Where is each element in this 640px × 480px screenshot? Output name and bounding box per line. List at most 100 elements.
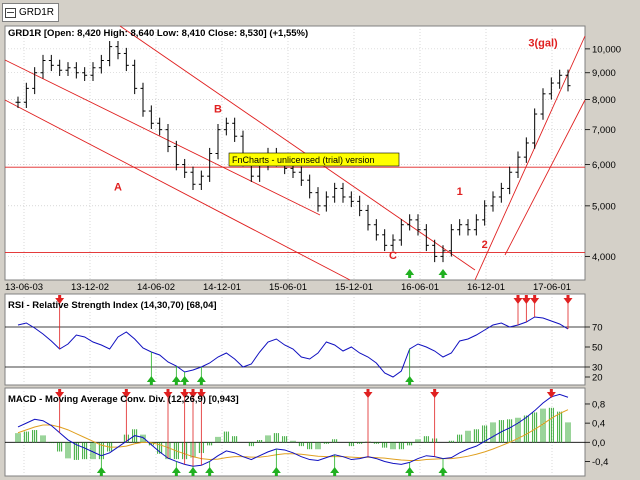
macd-sell-arrow-stem	[549, 389, 553, 392]
macd-line	[17, 393, 569, 467]
price-bar	[365, 204, 371, 231]
rsi-buy-arrow-stem	[199, 382, 203, 385]
price-bar	[123, 47, 129, 72]
price-header: GRD1R [Open: 8,420 High: 8,640 Low: 8,41…	[8, 28, 308, 39]
price-bar	[548, 77, 554, 100]
macd-buy-arrow-stem	[274, 473, 278, 476]
macd-buy-arrow	[271, 467, 281, 473]
rsi-sell-arrow-stem	[516, 295, 520, 298]
price-bar	[532, 108, 538, 149]
rsi-buy-arrow-stem	[174, 382, 178, 385]
price-bar	[473, 214, 479, 236]
macd-buy-arrow	[188, 467, 198, 473]
price-bar	[557, 69, 563, 89]
price-bar	[15, 96, 21, 108]
rsi-panel[interactable]	[4, 293, 586, 386]
price-bar	[90, 62, 96, 82]
macd-sell-arrow	[188, 392, 198, 398]
trend-channel-line	[474, 35, 586, 281]
macd-sell-arrow-stem	[366, 389, 370, 392]
macd-buy-arrow	[405, 467, 415, 473]
rsi-sell-arrow-stem	[524, 295, 528, 298]
price-bar	[215, 124, 221, 160]
price-bar	[307, 174, 313, 199]
trend-channel-line	[4, 99, 351, 281]
price-bar	[190, 166, 196, 191]
wave-label: B	[214, 104, 222, 116]
price-bar	[65, 62, 71, 76]
price-bar	[148, 105, 154, 130]
macd-buy-arrow-stem	[208, 473, 212, 476]
rsi-buy-arrow-stem	[408, 382, 412, 385]
price-bar	[57, 59, 63, 76]
wave-label: 1	[457, 186, 463, 198]
price-bar	[73, 62, 79, 79]
rsi-tick-label: 30	[592, 363, 603, 374]
rsi-sell-arrow	[513, 298, 523, 304]
price-bar	[82, 67, 88, 82]
macd-sell-arrow	[121, 392, 131, 398]
x-tick-label: 13-06-03	[5, 282, 43, 293]
x-tick-label: 13-12-02	[71, 282, 109, 293]
rsi-buy-arrow	[171, 376, 181, 382]
price-bar	[115, 41, 121, 60]
price-buy-arrow-stem	[408, 275, 412, 278]
rsi-buy-arrow	[405, 376, 415, 382]
macd-buy-arrow-stem	[441, 473, 445, 476]
macd-buy-arrow-stem	[333, 473, 337, 476]
price-bar	[373, 219, 379, 241]
price-bar	[498, 182, 504, 203]
price-bar	[98, 54, 104, 74]
price-bar	[198, 170, 204, 191]
x-tick-label: 17-06-01	[533, 282, 571, 293]
price-bar	[523, 137, 529, 163]
x-tick-label: 15-12-01	[335, 282, 373, 293]
macd-sell-arrow	[196, 392, 206, 398]
macd-sell-arrow	[430, 392, 440, 398]
macd-sell-arrow-stem	[183, 389, 187, 392]
rsi-sell-arrow-stem	[58, 295, 62, 298]
price-bar	[382, 229, 388, 252]
macd-sell-arrow-stem	[166, 389, 170, 392]
rsi-title: RSI - Relative Strength Index (14,30,70)…	[8, 300, 217, 311]
price-bar	[232, 117, 238, 142]
price-bar	[415, 214, 421, 236]
price-bar	[348, 191, 354, 208]
rsi-tick-label: 50	[592, 343, 603, 354]
tab-grd1r[interactable]: GRD1R	[2, 3, 60, 22]
macd-sell-arrow-stem	[191, 389, 195, 392]
macd-title: MACD - Moving Average Conv. Div. (12,26,…	[8, 394, 239, 405]
macd-buy-arrow	[96, 467, 106, 473]
rsi-sell-arrow	[55, 298, 65, 304]
price-bar	[298, 166, 304, 186]
price-bar	[482, 200, 488, 226]
price-tick-label: 6,000	[592, 160, 616, 171]
tab-bar: GRD1R	[0, 0, 640, 24]
macd-buy-arrow-stem	[99, 473, 103, 476]
rsi-sell-arrow	[530, 298, 540, 304]
price-bar	[107, 41, 113, 67]
price-bar	[323, 191, 329, 212]
price-bar	[23, 82, 29, 108]
price-bar	[140, 82, 146, 117]
macd-tick-label: 0,8	[592, 399, 605, 410]
macd-tick-label: -0,4	[592, 457, 608, 468]
x-tick-label: 16-06-01	[401, 282, 439, 293]
rsi-buy-arrow	[146, 376, 156, 382]
wave-label: 3(gal)	[528, 38, 558, 50]
price-bar	[32, 67, 38, 95]
x-tick-label: 16-12-01	[467, 282, 505, 293]
price-bar	[465, 219, 471, 236]
rsi-sell-arrow-stem	[533, 295, 537, 298]
macd-sell-arrow	[363, 392, 373, 398]
rsi-sell-arrow	[563, 298, 573, 304]
macd-sell-arrow	[55, 392, 65, 398]
macd-sell-arrow	[180, 392, 190, 398]
macd-sell-arrow-stem	[433, 389, 437, 392]
price-bar	[432, 239, 438, 263]
macd-sell-arrow	[163, 392, 173, 398]
x-tick-label: 14-06-02	[137, 282, 175, 293]
price-bar	[173, 140, 179, 171]
price-bar	[48, 54, 54, 72]
